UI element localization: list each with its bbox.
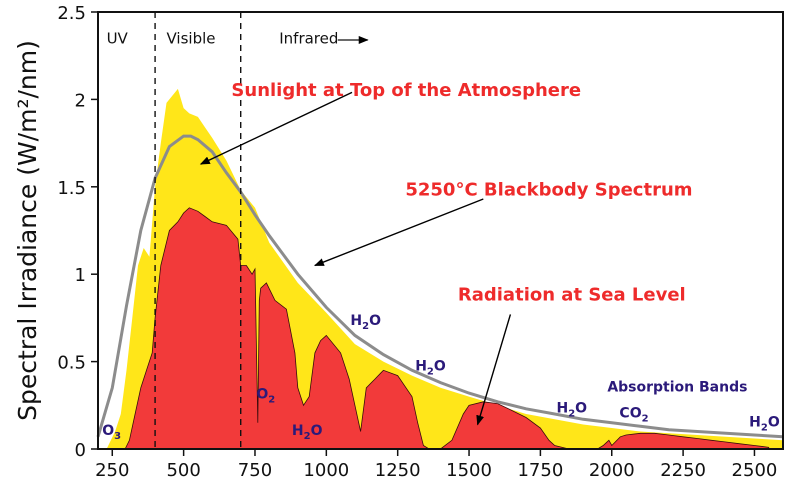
- y-tick-label: 0.5: [57, 353, 86, 374]
- x-tick-label: 1250: [375, 460, 421, 481]
- y-axis-label: Spectral Irradiance (W/m²/nm): [13, 40, 42, 421]
- absorption-label: H2O: [292, 423, 323, 442]
- x-tick-label: 2500: [732, 460, 778, 481]
- absorption-label: O2: [256, 386, 275, 405]
- x-tick-label: 750: [238, 460, 272, 481]
- y-tick-label: 1.5: [57, 178, 86, 199]
- x-tick-label: 1000: [303, 460, 349, 481]
- axes: 250 500 750 1000 1250 1500 1750 2000 2250 2500 0 0.…: [13, 3, 784, 481]
- y-tick-label: 1: [75, 265, 86, 286]
- y-tick-label: 2: [75, 90, 86, 111]
- series-sea-level-area: [124, 207, 770, 450]
- absorption-label: O3: [102, 423, 121, 442]
- absorption-label: H2O: [415, 358, 446, 377]
- absorption-label: H2O: [350, 313, 381, 332]
- series-blackbody-line: [96, 134, 784, 439]
- y-tick-label: 0: [75, 440, 86, 461]
- annotation-blackbody: 5250°C Blackbody Spectrum: [405, 180, 692, 201]
- absorption-label: H2O: [749, 414, 780, 433]
- region-label-visible: Visible: [167, 29, 216, 47]
- label-layer: UV Visible Infrared Sunlight at Top of the …: [102, 29, 780, 442]
- x-tick-label: 1500: [446, 460, 492, 481]
- absorption-label: Absorption Bands: [607, 379, 747, 395]
- absorption-label: H2O: [556, 400, 587, 419]
- x-tick-label: 2000: [589, 460, 635, 481]
- annotation-sea-level: Radiation at Sea Level: [458, 284, 686, 305]
- absorption-label: CO2: [619, 406, 648, 425]
- annotation-top-atm: Sunlight at Top of the Atmosphere: [231, 80, 581, 101]
- x-tick-label: 2250: [660, 460, 706, 481]
- x-tick-label: 500: [166, 460, 200, 481]
- annotation-arrow-top-atm: [199, 91, 353, 165]
- annotation-arrow-blackbody: [313, 198, 484, 267]
- annotation-arrow-sea-level: [476, 314, 512, 426]
- y-tick-label: 2.5: [57, 3, 86, 24]
- guide-layer: [154, 12, 369, 449]
- x-tick-label: 1750: [517, 460, 563, 481]
- region-label-infrared: Infrared: [279, 29, 338, 47]
- region-label-uv: UV: [107, 29, 129, 47]
- plot-frame: [97, 11, 784, 450]
- area-layer: [96, 88, 784, 450]
- x-tick-label: 250: [95, 460, 129, 481]
